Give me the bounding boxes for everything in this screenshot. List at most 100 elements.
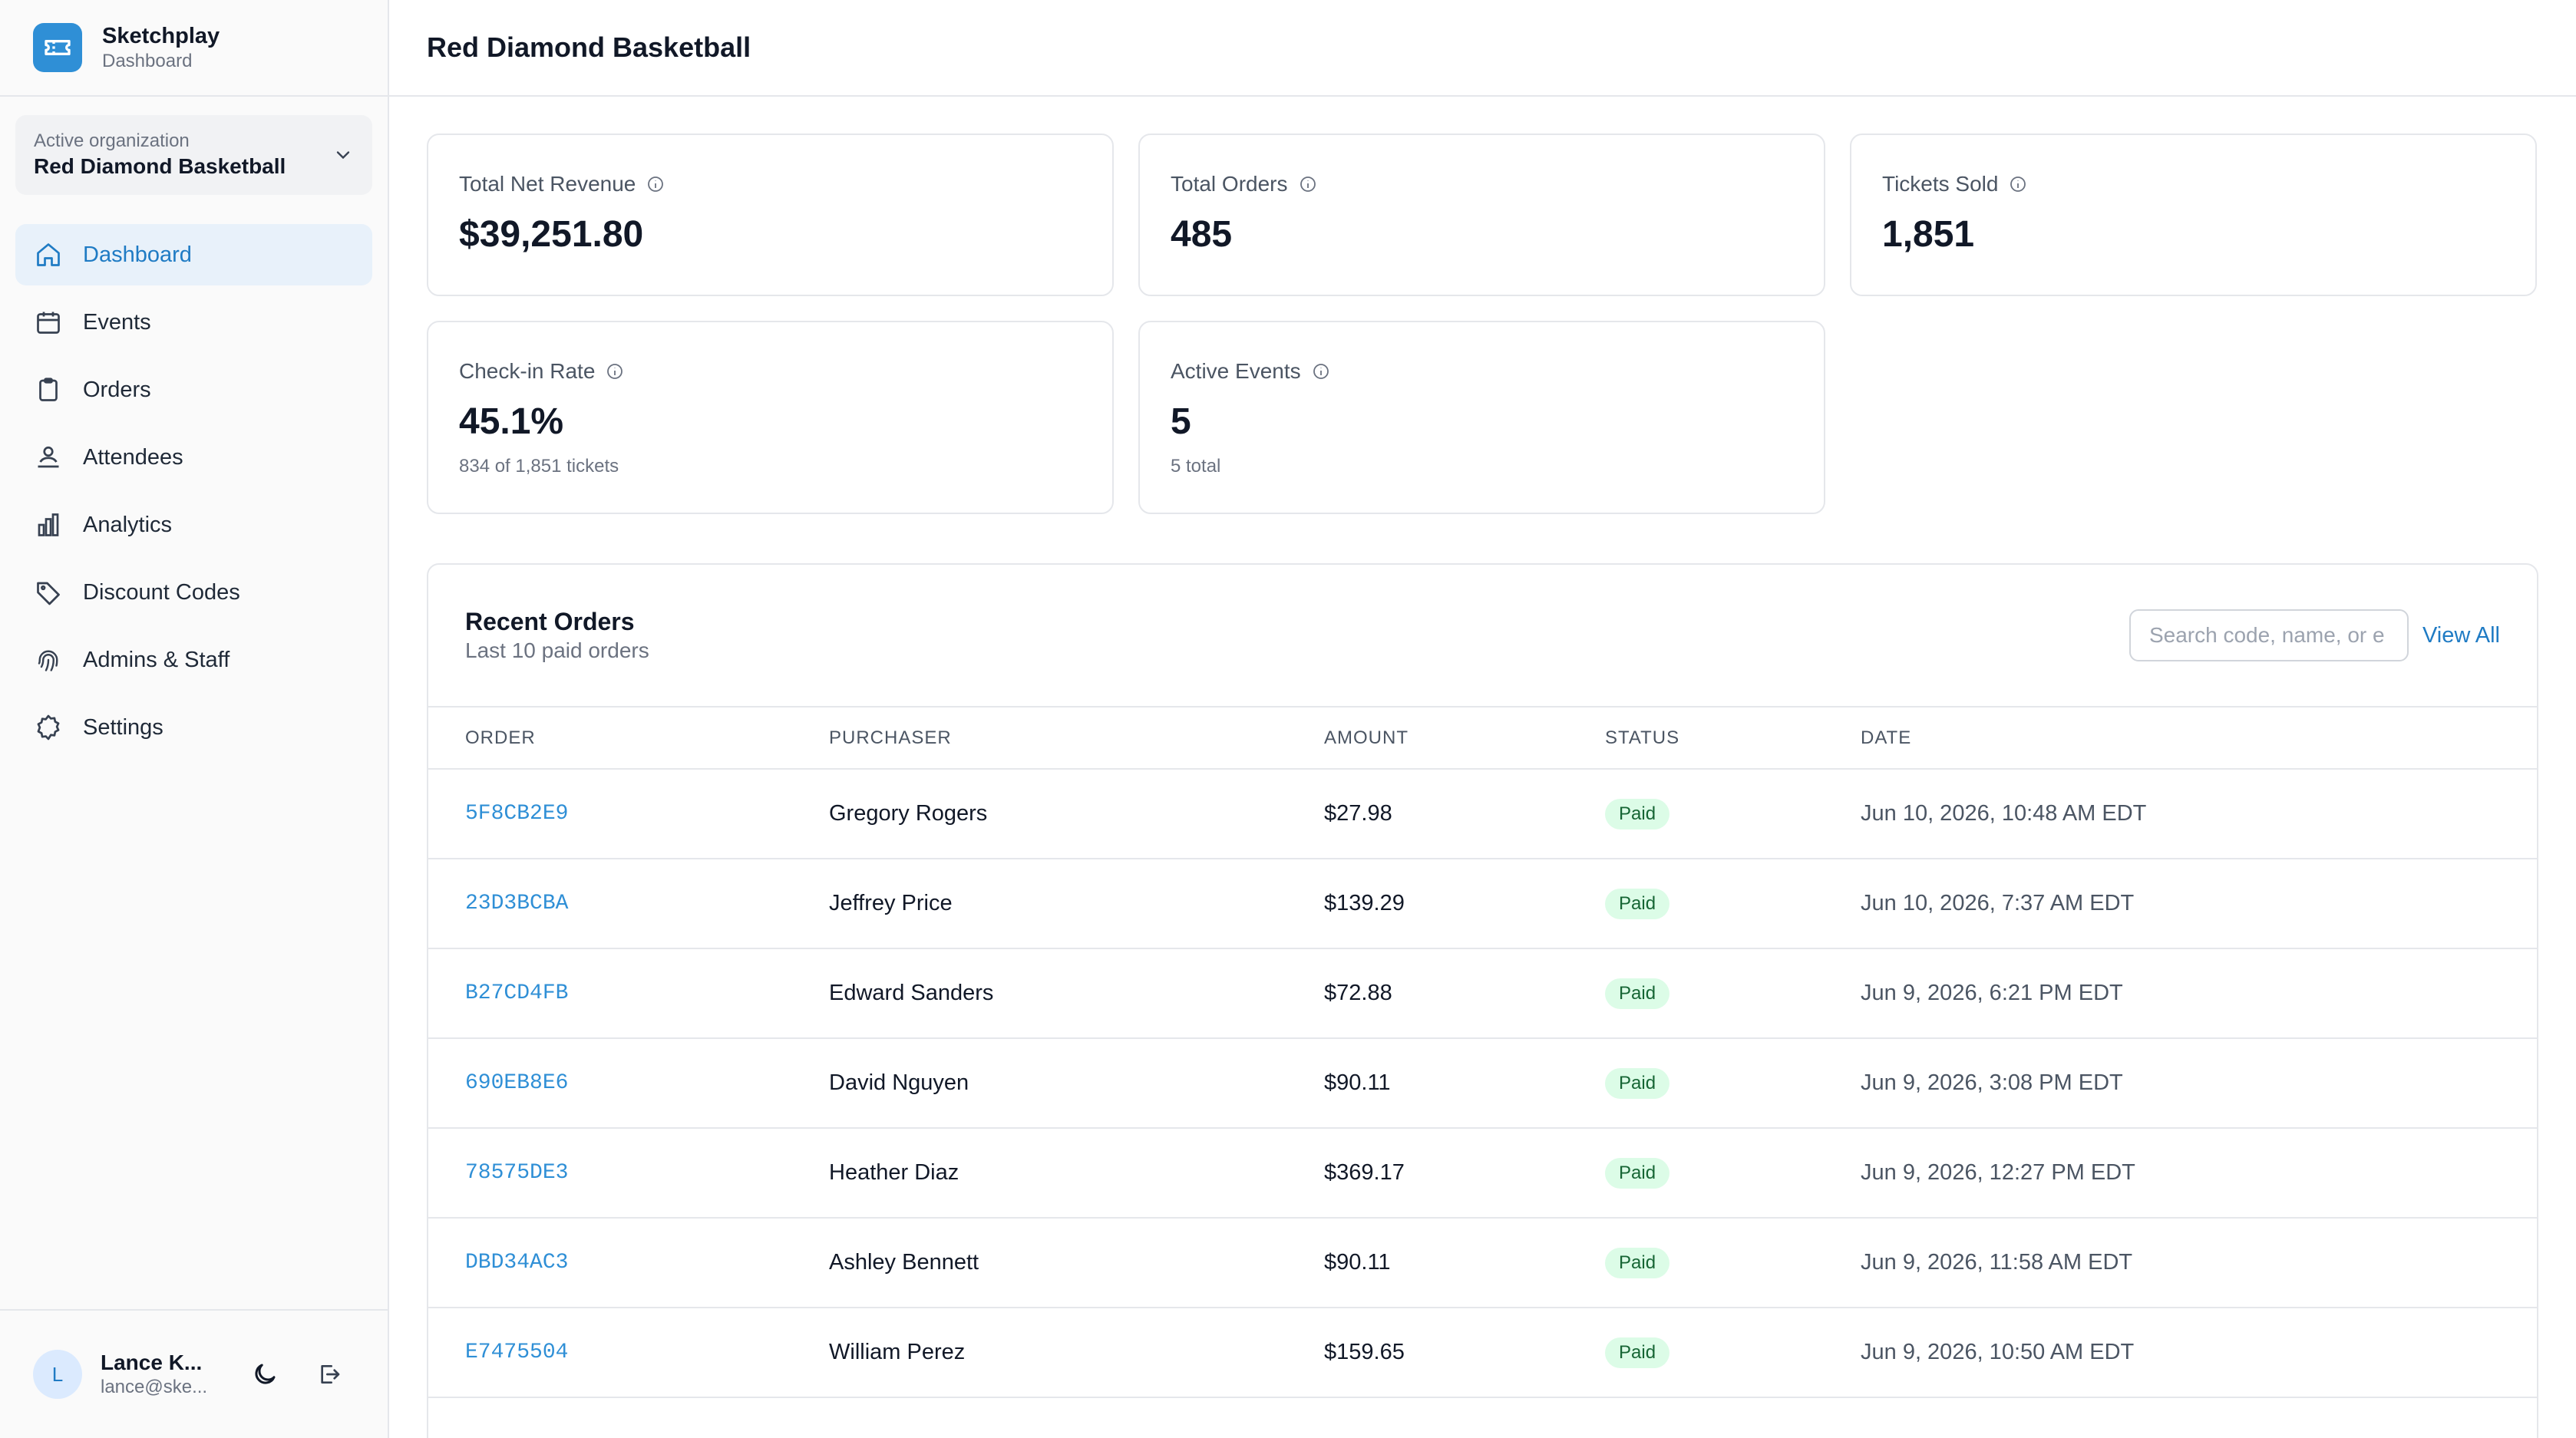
org-switcher[interactable]: Active organization Red Diamond Basketba… — [15, 115, 372, 195]
stat-tickets-sold: Tickets Sold 1,851 — [1850, 134, 2537, 296]
order-date: Jun 9, 2026, 10:50 AM EDT — [1861, 1308, 2537, 1398]
recent-orders-title: Recent Orders — [465, 608, 635, 635]
stat-subtext: 5 total — [1171, 456, 1221, 477]
stat-subtext: 834 of 1,851 tickets — [459, 456, 619, 477]
sidebar-item-label: Attendees — [83, 444, 183, 470]
order-amount: $159.65 — [1324, 1308, 1605, 1398]
tag-icon — [34, 578, 63, 607]
sidebar-item-events[interactable]: Events — [15, 292, 372, 353]
main-content: Red Diamond Basketball Total Net Revenue… — [389, 0, 2576, 1438]
column-header-purchaser[interactable]: PURCHASER — [829, 707, 1324, 770]
order-amount: $27.98 — [1324, 769, 1605, 859]
search-input[interactable] — [2129, 609, 2409, 661]
stat-value: $39,251.80 — [459, 214, 644, 255]
stat-value: 45.1% — [459, 401, 564, 442]
order-code-link[interactable]: E7475504 — [428, 1308, 829, 1398]
purchaser-name: David Nguyen — [829, 1038, 1324, 1129]
stat-label: Tickets Sold — [1882, 172, 1999, 196]
order-amount: $72.88 — [1324, 948, 1605, 1039]
order-amount: $369.17 — [1324, 1128, 1605, 1219]
order-code-link[interactable]: B27CD4FB — [428, 948, 829, 1039]
sidebar-item-settings[interactable]: Settings — [15, 697, 372, 758]
table-row[interactable]: 690EB8E6 David Nguyen $90.11 Paid Jun 9,… — [428, 1038, 2537, 1129]
status-badge: Paid — [1605, 978, 1670, 1009]
stat-label: Active Events — [1171, 359, 1301, 383]
info-icon[interactable] — [1299, 175, 1317, 193]
info-icon[interactable] — [646, 175, 665, 193]
status-badge: Paid — [1605, 1067, 1670, 1099]
sidebar-item-analytics[interactable]: Analytics — [15, 494, 372, 556]
sidebar-item-orders[interactable]: Orders — [15, 359, 372, 421]
order-amount: $90.11 — [1324, 1038, 1605, 1129]
order-amount: $90.11 — [1324, 1218, 1605, 1308]
sidebar-item-attendees[interactable]: Attendees — [15, 427, 372, 488]
order-date: Jun 10, 2026, 7:37 AM EDT — [1861, 859, 2537, 949]
table-header-row: ORDER PURCHASER AMOUNT STATUS DATE — [428, 707, 2537, 770]
order-code-link[interactable]: DBD34AC3 — [428, 1218, 829, 1308]
purchaser-name: Gregory Rogers — [829, 769, 1324, 859]
gear-icon — [34, 713, 63, 742]
moon-icon[interactable] — [246, 1356, 283, 1393]
logout-icon[interactable] — [311, 1356, 348, 1393]
stat-value: 485 — [1171, 214, 1233, 255]
avatar[interactable]: L — [33, 1350, 82, 1399]
order-code-link[interactable]: 23D3BCBA — [428, 859, 829, 949]
table-row[interactable]: 23D3BCBA Jeffrey Price $139.29 Paid Jun … — [428, 859, 2537, 949]
sidebar-item-label: Dashboard — [83, 242, 192, 267]
table-row[interactable]: E7475504 William Perez $159.65 Paid Jun … — [428, 1308, 2537, 1398]
brand-subtitle: Dashboard — [102, 51, 193, 71]
org-name: Red Diamond Basketball — [34, 154, 286, 178]
sidebar-item-admins-staff[interactable]: Admins & Staff — [15, 629, 372, 691]
header: Red Diamond Basketball — [389, 0, 2576, 97]
order-date: Jun 9, 2026, 12:27 PM EDT — [1861, 1128, 2537, 1219]
sidebar-item-dashboard[interactable]: Dashboard — [15, 224, 372, 285]
status-badge: Paid — [1605, 1247, 1670, 1278]
sidebar-item-label: Admins & Staff — [83, 647, 230, 672]
info-icon[interactable] — [606, 362, 624, 381]
stats-grid: Total Net Revenue $39,251.80 Total Order… — [427, 134, 2538, 514]
recent-orders-subtitle: Last 10 paid orders — [465, 638, 649, 662]
orders-table: ORDER PURCHASER AMOUNT STATUS DATE 5F8CB… — [428, 707, 2537, 1398]
stat-value: 1,851 — [1882, 214, 1975, 255]
brand[interactable]: Sketchplay Dashboard — [0, 0, 388, 97]
stat-label: Total Net Revenue — [459, 172, 636, 196]
order-date: Jun 9, 2026, 6:21 PM EDT — [1861, 948, 2537, 1039]
stat-total-net-revenue: Total Net Revenue $39,251.80 — [427, 134, 1114, 296]
attendees-icon — [34, 443, 63, 472]
order-code-link[interactable]: 5F8CB2E9 — [428, 769, 829, 859]
user-name: Lance K... — [101, 1351, 203, 1374]
purchaser-name: Jeffrey Price — [829, 859, 1324, 949]
user-email: lance@ske... — [101, 1377, 208, 1397]
ticket-icon — [33, 23, 82, 72]
column-header-status[interactable]: STATUS — [1605, 707, 1861, 770]
sidebar-nav: Dashboard Events Orders Attendees — [0, 224, 388, 764]
info-icon[interactable] — [1312, 362, 1330, 381]
order-code-link[interactable]: 690EB8E6 — [428, 1038, 829, 1129]
chevron-down-icon — [332, 144, 354, 166]
table-row[interactable]: 5F8CB2E9 Gregory Rogers $27.98 Paid Jun … — [428, 769, 2537, 859]
sidebar-item-label: Settings — [83, 714, 163, 740]
column-header-order[interactable]: ORDER — [428, 707, 829, 770]
column-header-date[interactable]: DATE — [1861, 707, 2537, 770]
bar-chart-icon — [34, 510, 63, 539]
purchaser-name: Heather Diaz — [829, 1128, 1324, 1219]
table-row[interactable]: DBD34AC3 Ashley Bennett $90.11 Paid Jun … — [428, 1218, 2537, 1308]
view-all-link[interactable]: View All — [2422, 622, 2500, 648]
order-date: Jun 9, 2026, 11:58 AM EDT — [1861, 1218, 2537, 1308]
order-date: Jun 10, 2026, 10:48 AM EDT — [1861, 769, 2537, 859]
status-badge: Paid — [1605, 1337, 1670, 1368]
table-row[interactable]: 78575DE3 Heather Diaz $369.17 Paid Jun 9… — [428, 1128, 2537, 1219]
table-row[interactable]: B27CD4FB Edward Sanders $72.88 Paid Jun … — [428, 948, 2537, 1039]
column-header-amount[interactable]: AMOUNT — [1324, 707, 1605, 770]
stat-check-in-rate: Check-in Rate 45.1% 834 of 1,851 tickets — [427, 321, 1114, 514]
order-code-link[interactable]: 78575DE3 — [428, 1128, 829, 1219]
user-panel: L Lance K... lance@ske... — [0, 1309, 388, 1438]
sidebar-item-label: Events — [83, 309, 151, 335]
purchaser-name: Edward Sanders — [829, 948, 1324, 1039]
stat-total-orders: Total Orders 485 — [1138, 134, 1825, 296]
sidebar-item-label: Analytics — [83, 512, 173, 537]
info-icon[interactable] — [2009, 175, 2027, 193]
recent-orders-card: Recent Orders Last 10 paid orders View A… — [427, 563, 2538, 1438]
calendar-icon — [34, 308, 63, 337]
sidebar-item-discount-codes[interactable]: Discount Codes — [15, 562, 372, 623]
